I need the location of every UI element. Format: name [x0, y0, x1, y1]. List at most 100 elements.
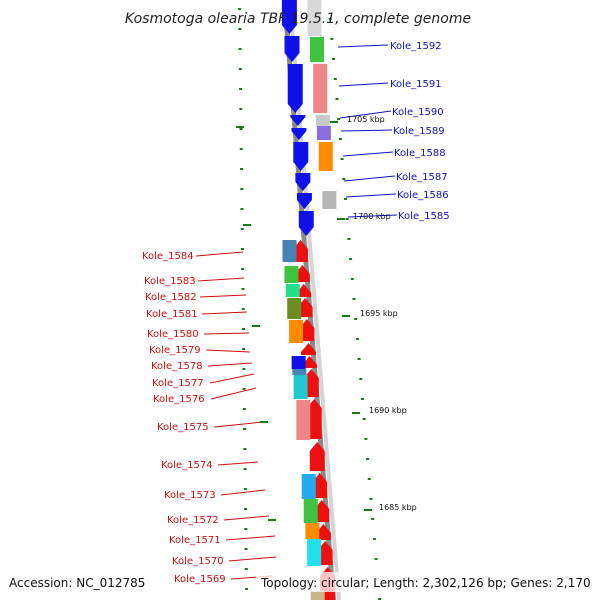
- ruler-label-1685: 1685 kbp: [379, 503, 417, 512]
- gc-dot: [241, 308, 245, 310]
- reverse-gene-arrow: [306, 399, 322, 439]
- forward-gene-arrow: [290, 115, 306, 126]
- reverse-cog-block: [289, 320, 304, 343]
- gene-label-kole-1578[interactable]: Kole_1578: [151, 361, 203, 372]
- gc-dot: [242, 388, 246, 390]
- forward-gene-arrow: [284, 36, 300, 62]
- gc-dot: [244, 528, 248, 530]
- reverse-gene-arrow: [315, 524, 331, 540]
- blue-leader-line: [343, 175, 396, 182]
- reverse-gene-arrow: [297, 298, 313, 317]
- gc-dot: [240, 168, 244, 170]
- red-leader-line: [207, 362, 253, 367]
- forward-cog-block: [315, 115, 330, 126]
- red-leader-line: [220, 489, 266, 496]
- gc-dot: [330, 38, 334, 40]
- reverse-cog-block: [291, 356, 306, 369]
- gc-dot: [350, 278, 354, 280]
- reverse-cog-block: [284, 266, 299, 283]
- forward-cog-block: [318, 142, 333, 171]
- gc-dot: [244, 508, 248, 510]
- ruler-tick: [252, 325, 260, 327]
- gene-label-kole-1581[interactable]: Kole_1581: [146, 309, 198, 320]
- ruler-tick: [352, 412, 360, 414]
- gene-label-kole-1589[interactable]: Kole_1589: [393, 126, 445, 137]
- gene-label-kole-1580[interactable]: Kole_1580: [147, 329, 199, 340]
- gene-label-kole-1586[interactable]: Kole_1586: [397, 190, 449, 201]
- gc-dot: [240, 228, 244, 230]
- reverse-gene-arrow: [302, 356, 318, 368]
- gene-label-kole-1585[interactable]: Kole_1585: [398, 211, 450, 222]
- reverse-gene-arrow: [293, 240, 309, 262]
- gene-label-kole-1582[interactable]: Kole_1582: [145, 292, 197, 303]
- genome-title: Kosmotoga olearia TBF 19.5.1, complete g…: [125, 11, 471, 27]
- gc-dot: [347, 238, 351, 240]
- gene-label-kole-1577[interactable]: Kole_1577: [152, 378, 204, 389]
- gc-dot: [366, 458, 370, 460]
- forward-gene-arrow: [296, 193, 312, 209]
- reverse-cog-block: [282, 240, 297, 262]
- gc-dot: [238, 48, 242, 50]
- forward-cog-block: [316, 126, 331, 140]
- gene-label-kole-1571[interactable]: Kole_1571: [169, 535, 221, 546]
- blue-gene-labels: Kole_1592 Kole_1591 Kole_1590 Kole_1589 …: [390, 41, 450, 222]
- gc-dot: [342, 178, 346, 180]
- ruler-tick: [243, 224, 251, 226]
- gc-dot: [340, 158, 344, 160]
- gc-dot: [328, 18, 332, 20]
- blue-leader-line: [338, 82, 389, 87]
- forward-gene-arrow: [295, 173, 311, 191]
- gc-dot: [338, 138, 342, 140]
- gc-dot: [367, 478, 371, 480]
- gene-label-kole-1575[interactable]: Kole_1575: [157, 422, 209, 433]
- gene-label-kole-1592[interactable]: Kole_1592: [390, 41, 442, 52]
- gc-dot: [238, 8, 242, 10]
- gc-dot: [377, 598, 381, 600]
- reverse-cog-block: [307, 539, 322, 566]
- gene-label-kole-1591[interactable]: Kole_1591: [390, 79, 442, 90]
- reverse-cog-block: [287, 298, 302, 319]
- gene-label-kole-1588[interactable]: Kole_1588: [394, 148, 446, 159]
- gc-dot: [242, 348, 246, 350]
- gc-dot: [238, 28, 242, 30]
- gc-dot: [238, 68, 242, 70]
- blue-label-leaders: [337, 44, 398, 218]
- reverse-gene-arrow: [314, 500, 330, 522]
- gene-label-kole-1576[interactable]: Kole_1576: [153, 394, 205, 405]
- red-gene-labels: Kole_1584 Kole_1583 Kole_1582 Kole_1581 …: [142, 251, 226, 585]
- red-leader-line: [213, 421, 264, 428]
- reverse-cog-block: [305, 523, 320, 539]
- gc-dot: [357, 358, 361, 360]
- ruler-label-1695: 1695 kbp: [360, 309, 398, 318]
- reverse-gene-arrow: [317, 541, 333, 565]
- gc-dot: [239, 88, 243, 90]
- gene-label-kole-1573[interactable]: Kole_1573: [164, 490, 216, 501]
- gene-label-kole-1572[interactable]: Kole_1572: [167, 515, 219, 526]
- gene-label-kole-1569[interactable]: Kole_1569: [174, 574, 226, 585]
- gene-label-kole-1584[interactable]: Kole_1584: [142, 251, 194, 262]
- reverse-gene-arrow: [296, 284, 312, 297]
- blue-leader-line: [342, 151, 394, 157]
- red-leader-line: [228, 556, 277, 562]
- gene-label-kole-1579[interactable]: Kole_1579: [149, 345, 201, 356]
- reverse-cog-block: [292, 369, 307, 375]
- ruler-tick: [268, 519, 276, 521]
- reverse-cog-block: [296, 400, 311, 440]
- reverse-gene-arrow: [299, 319, 315, 341]
- forward-cog-block: [310, 37, 325, 62]
- gc-dot: [243, 488, 247, 490]
- gene-label-kole-1583[interactable]: Kole_1583: [144, 276, 196, 287]
- gc-dot: [352, 298, 356, 300]
- gene-label-kole-1574[interactable]: Kole_1574: [161, 460, 213, 471]
- gc-dot: [349, 258, 353, 260]
- gc-dot: [243, 448, 247, 450]
- gene-label-kole-1590[interactable]: Kole_1590: [392, 107, 444, 118]
- gc-dot: [362, 418, 366, 420]
- gene-label-kole-1570[interactable]: Kole_1570: [172, 556, 224, 567]
- gc-dot: [240, 188, 244, 190]
- gc-dot: [244, 568, 248, 570]
- blue-leader-line: [337, 44, 389, 48]
- gene-label-kole-1587[interactable]: Kole_1587: [396, 172, 448, 183]
- forward-gene-arrow: [293, 142, 309, 171]
